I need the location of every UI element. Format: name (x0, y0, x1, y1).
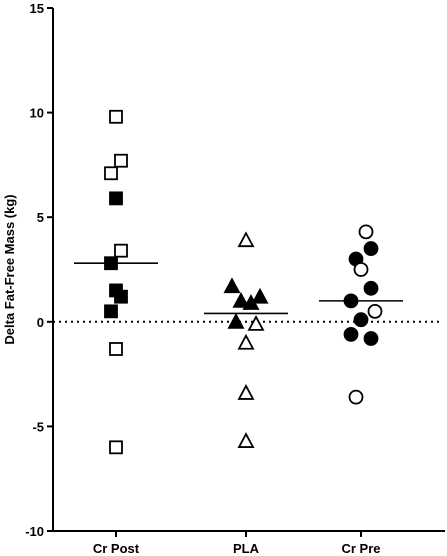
data-point-square (109, 109, 123, 124)
x-tick-label: Cr Pre (341, 541, 380, 556)
data-point-circle (363, 241, 379, 256)
data-point-square (109, 342, 123, 356)
data-point-triangle (237, 231, 255, 248)
y-tick-label: 0 (37, 315, 44, 330)
data-point-triangle (223, 277, 241, 294)
data-point-circle (353, 262, 369, 277)
data-point-square (114, 243, 128, 258)
data-point-circle (363, 331, 379, 346)
y-tick-label: 5 (37, 210, 44, 225)
data-point-square (114, 153, 128, 168)
data-point-triangle (237, 333, 255, 350)
data-point-triangle (237, 432, 255, 448)
data-point-circle (343, 326, 359, 342)
x-tick-label: Cr Post (93, 541, 140, 556)
data-point-square (104, 166, 118, 181)
y-tick-label: -5 (32, 419, 44, 434)
y-tick-label: 10 (30, 106, 44, 121)
data-point-square (114, 289, 128, 304)
data-point-triangle (227, 312, 245, 329)
data-point-circle (358, 224, 374, 240)
y-tick-label: -10 (25, 524, 44, 539)
data-point-circle (367, 303, 383, 319)
data-point-triangle (247, 314, 265, 331)
data-point-circle (363, 280, 379, 296)
data-point-triangle (237, 384, 255, 400)
data-point-square (104, 256, 118, 271)
data-point-circle (353, 312, 369, 328)
x-tick-label: PLA (233, 541, 260, 556)
data-point-circle (348, 389, 364, 405)
y-tick-label: 15 (30, 1, 44, 16)
data-point-square (104, 304, 118, 319)
data-point-circle (343, 293, 359, 309)
data-point-triangle (242, 294, 260, 310)
data-point-triangle (232, 291, 250, 308)
y-axis-title: Delta Fat-Free Mass (kg) (2, 194, 17, 344)
data-point-triangle (251, 287, 269, 304)
data-point-square (109, 191, 123, 206)
data-point-square (109, 440, 123, 455)
plot-area: 15 10 5 0 -5 -10 Cr Post PLA Cr Pre (25, 1, 445, 556)
